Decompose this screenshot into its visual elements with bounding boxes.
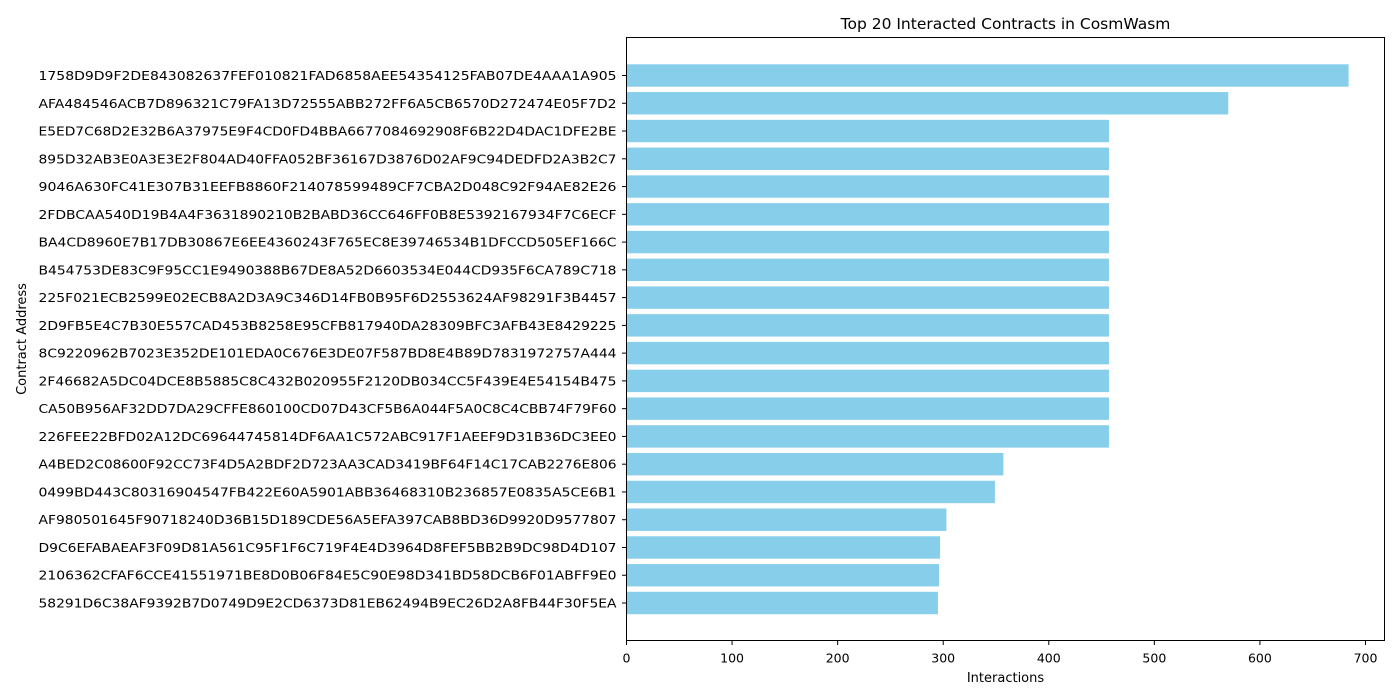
y-tick-label: 225F021ECB2599E02ECB8A2D3A9C346D14FB0B95…	[39, 290, 617, 305]
y-tick-label: 1758D9D9F2DE843082637FEF010821FAD6858AEE…	[39, 68, 617, 83]
chart-title: Top 20 Interacted Contracts in CosmWasm	[840, 15, 1171, 33]
y-tick-label: 8C9220962B7023E352DE101EDA0C676E3DE07F58…	[39, 346, 617, 361]
y-tick-label: 9046A630FC41E307B31EEFB8860F214078599489…	[39, 179, 617, 194]
bar	[626, 175, 1109, 198]
y-tick-label: 2F46682A5DC04DCE8B5885C8C432B020955F2120…	[39, 373, 617, 388]
y-tick-label: E5ED7C68D2E32B6A37975E9F4CD0FD4BBA667708…	[39, 124, 617, 139]
y-tick-label: 0499BD443C80316904547FB422E60A5901ABB364…	[39, 484, 617, 499]
bar	[626, 203, 1109, 226]
y-tick-label: 58291D6C38AF9392B7D0749D9E2CD6373D81EB62…	[39, 596, 617, 611]
x-tick-label: 500	[1142, 651, 1166, 666]
y-tick-label: CA50B956AF32DD7DA29CFFE860100CD07D43CF5B…	[39, 401, 617, 416]
x-tick-label: 400	[1037, 651, 1061, 666]
bar	[626, 591, 938, 615]
bar	[626, 286, 1109, 309]
y-tick-label: B454753DE83C9F95CC1E9490388B67DE8A52D660…	[39, 262, 617, 277]
bar	[626, 536, 941, 559]
bar	[626, 314, 1109, 337]
bar	[626, 92, 1229, 115]
x-axis-label: Interactions	[967, 671, 1045, 686]
bar	[626, 341, 1109, 365]
bar	[626, 64, 1349, 87]
x-axis-ticks: 0 100 200 300 400 500 600 700	[623, 640, 1378, 666]
y-tick-label: 2D9FB5E4C7B30E557CAD453B8258E95CFB817940…	[39, 318, 617, 333]
x-tick-label: 600	[1248, 651, 1272, 666]
x-tick-label: 200	[826, 651, 850, 666]
bar	[626, 119, 1109, 143]
y-tick-label: 2FDBCAA540D19B4A4F3631890210B2BABD36CC64…	[39, 207, 617, 222]
bar	[626, 258, 1109, 282]
y-tick-label: AFA484546ACB7D896321C79FA13D72555ABB272F…	[39, 96, 617, 111]
x-tick-label: 0	[623, 651, 631, 666]
bar	[626, 230, 1109, 254]
bar	[626, 425, 1109, 448]
bar	[626, 452, 1004, 476]
y-tick-label: BA4CD8960E7B17DB30867E6EE4360243F765EC8E…	[39, 235, 617, 250]
x-tick-label: 300	[931, 651, 955, 666]
y-tick-label: A4BED2C08600F92CC73F4D5A2BDF2D723AA3CAD3…	[39, 457, 617, 472]
y-tick-label: 226FEE22BFD02A12DC69644745814DF6AA1C572A…	[39, 429, 617, 444]
y-axis-ticks: 1758D9D9F2DE843082637FEF010821FAD6858AEE…	[39, 68, 627, 611]
x-tick-label: 700	[1354, 651, 1378, 666]
bar	[626, 147, 1109, 170]
y-tick-label: AF980501645F90718240D36B15D189CDE56A5EFA…	[39, 512, 617, 527]
plot-frame	[626, 37, 1385, 641]
bar	[626, 564, 939, 587]
bar	[626, 508, 947, 531]
y-axis-label: Contract Address	[15, 283, 30, 395]
bar	[626, 397, 1109, 420]
x-tick-label: 100	[720, 651, 744, 666]
y-tick-label: D9C6EFABAEAF3F09D81A561C95F1F6C719F4E4D3…	[39, 540, 617, 555]
bars-group	[626, 64, 1349, 615]
bar	[626, 480, 995, 504]
y-tick-label: 895D32AB3E0A3E3E2F804AD40FFA052BF36167D3…	[39, 151, 617, 166]
bar	[626, 369, 1109, 393]
y-tick-label: 2106362CFAF6CCE41551971BE8D0B06F84E5C90E…	[39, 568, 617, 583]
